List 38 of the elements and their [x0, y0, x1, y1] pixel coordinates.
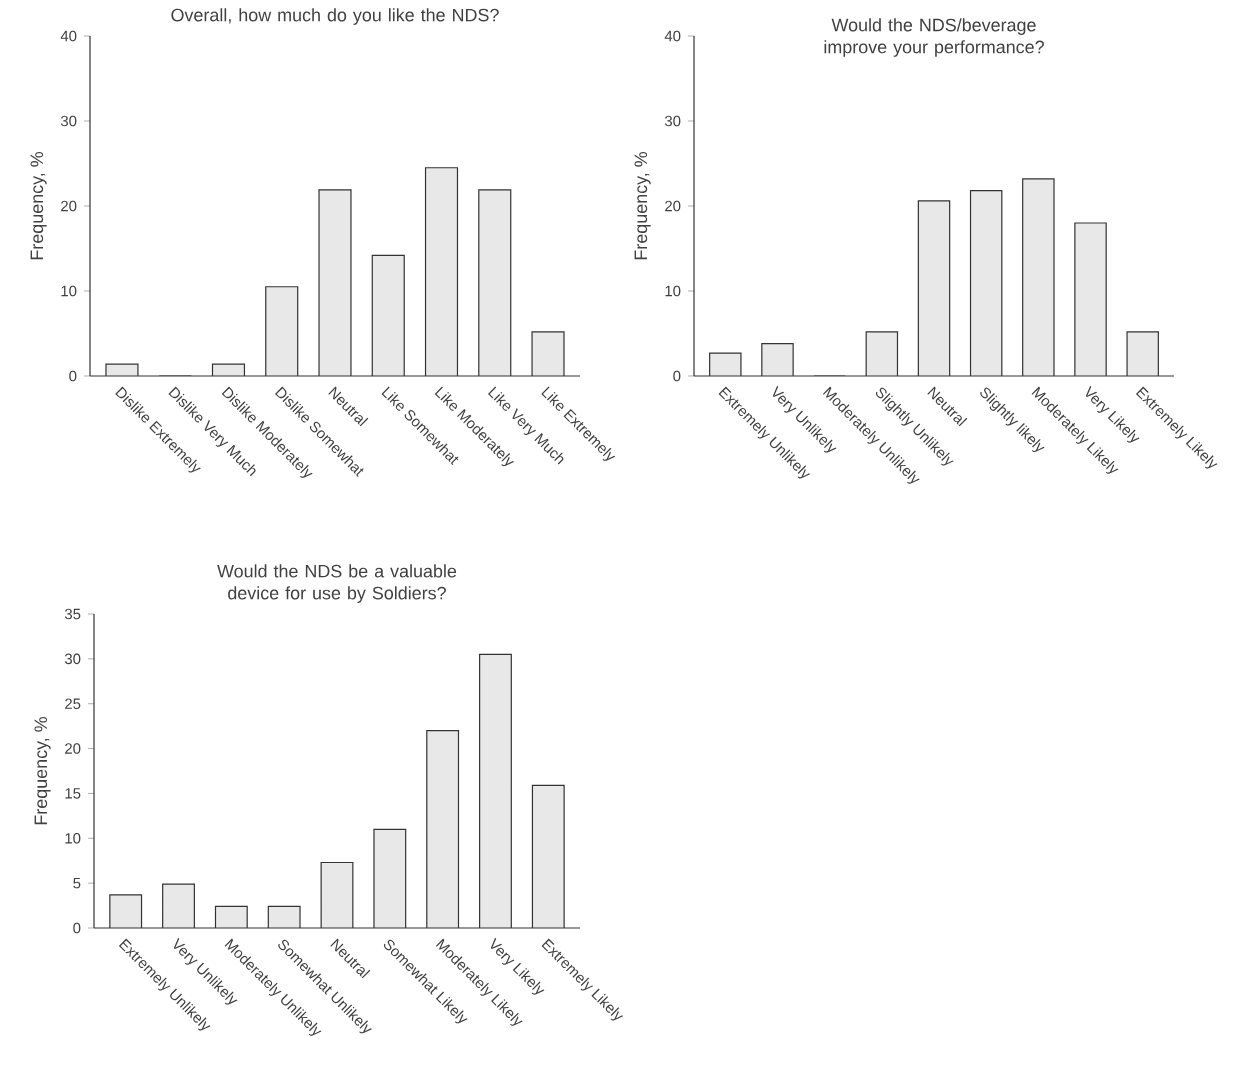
y-tick-label: 0 [69, 370, 77, 382]
bar [162, 884, 195, 928]
chart-title: Would the NDS be a valuable device for use by Soldiers? [217, 564, 457, 603]
chart-title: Would the NDS/beverage improve your performance? [824, 18, 1044, 57]
bar [109, 894, 142, 928]
y-tick-label: 20 [665, 200, 681, 212]
y-axis-title: Frequency, % [634, 151, 651, 260]
y-tick-label: 5 [73, 877, 81, 889]
y-tick-label: 15 [65, 788, 81, 799]
bar [425, 167, 458, 376]
y-tick-label: 40 [664, 30, 681, 42]
y-tick-label: 20 [65, 743, 81, 754]
y-tick-label: 30 [60, 115, 77, 127]
bar [373, 829, 406, 928]
y-axis-title: Frequency, % [34, 717, 51, 825]
y-tick-label: 0 [73, 922, 81, 934]
y-tick-label: 25 [65, 698, 81, 710]
y-tick-label: 40 [60, 30, 77, 42]
bar [478, 189, 511, 376]
y-tick-label: 35 [64, 608, 81, 620]
bar [321, 862, 353, 928]
y-tick-label: 10 [61, 285, 77, 297]
bar [479, 654, 512, 928]
chart-title: Overall, how much do you like the NDS? [171, 8, 499, 25]
y-axis-title: Frequency, % [30, 151, 47, 260]
bar [426, 730, 459, 928]
bar [265, 286, 298, 376]
y-tick-label: 30 [664, 115, 681, 127]
y-tick-label: 20 [61, 200, 77, 212]
y-tick-label: 10 [665, 285, 681, 297]
bar [215, 906, 248, 928]
bar [319, 189, 351, 376]
y-tick-label: 0 [673, 370, 681, 382]
bar [531, 331, 565, 376]
bar [372, 255, 405, 376]
bar [531, 784, 565, 928]
y-tick-label: 30 [64, 653, 81, 665]
y-tick-label: 10 [65, 832, 81, 844]
